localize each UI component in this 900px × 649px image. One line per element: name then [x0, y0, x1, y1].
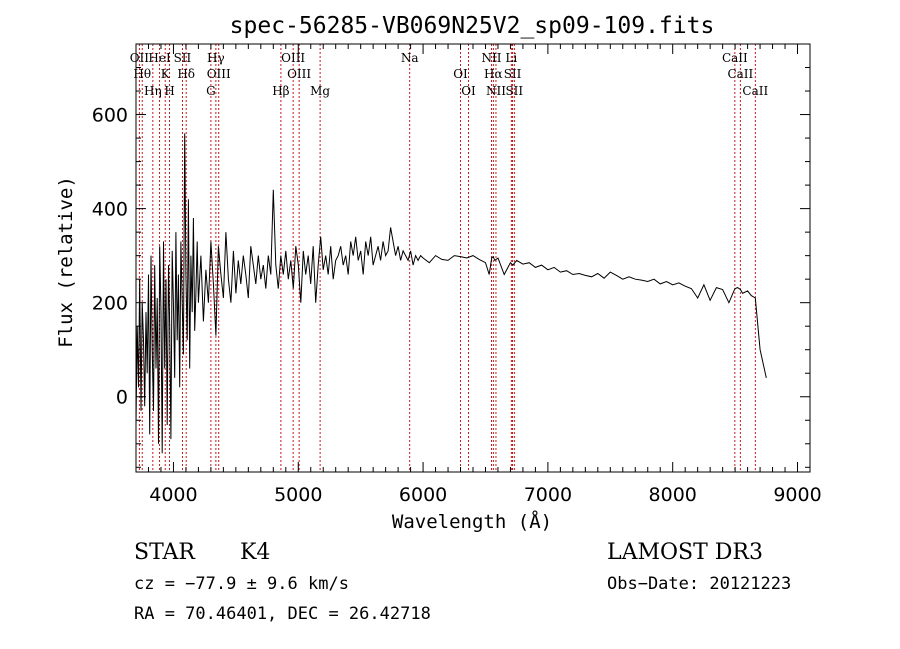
- line-marker-label: K: [161, 67, 171, 81]
- observation-date: Obs−Date: 20121223: [607, 574, 791, 594]
- line-marker-label: Hα: [484, 67, 503, 81]
- x-axis-ticks: 4000 5000 6000 7000 8000 9000: [135, 44, 822, 506]
- y-tick-label: 0: [116, 387, 128, 409]
- line-marker-label: OIII: [287, 67, 311, 81]
- line-marker-label: SII: [174, 51, 192, 65]
- line-marker-label: CaII: [727, 67, 753, 81]
- y-axis-ticks: 0 200 400 600: [92, 43, 810, 468]
- line-marker-label: Hδ: [177, 67, 195, 81]
- line-marker-label: OIII: [281, 51, 305, 65]
- x-tick-label: 8000: [649, 484, 697, 506]
- x-tick-label: 5000: [274, 484, 322, 506]
- line-marker-label: SII: [504, 67, 522, 81]
- y-axis-label: Flux (relative): [55, 176, 77, 348]
- line-marker-label: OIII: [207, 67, 231, 81]
- x-tick-label: 9000: [773, 484, 821, 506]
- x-axis-label: Wavelength (Å): [392, 510, 552, 533]
- x-tick-label: 4000: [149, 484, 197, 506]
- y-tick-label: 400: [92, 199, 128, 221]
- spectral-line-markers: [138, 44, 756, 472]
- line-marker-label: SII: [505, 84, 523, 98]
- object-class: STAR: [134, 540, 196, 565]
- y-tick-label: 200: [92, 293, 128, 315]
- line-marker-label: G: [206, 84, 216, 98]
- line-marker-label: Li: [505, 51, 517, 65]
- line-marker-label: Hη: [144, 84, 162, 98]
- survey-name: LAMOST DR3: [607, 540, 763, 565]
- line-marker-label: H: [164, 84, 174, 98]
- plot-frame: [135, 43, 811, 473]
- chart-title: spec-56285-VB069N25V2_sp09-109.fits: [230, 13, 715, 39]
- line-marker-label: Hβ: [272, 84, 289, 98]
- line-marker-label: CaII: [722, 51, 748, 65]
- spectral-line-labels: OII Hθ Hη HeI KH SII Hδ G Hγ OIII Hβ OIII OIII Mg Na OI…: [130, 51, 769, 98]
- x-tick-label: 6000: [399, 484, 447, 506]
- redshift-velocity: cz = −77.9 ± 9.6 km/s: [134, 574, 349, 594]
- line-marker-label: CaII: [742, 84, 768, 98]
- object-subclass: K4: [240, 540, 270, 565]
- line-marker-label: NII: [486, 84, 506, 98]
- line-marker-label: OII: [130, 51, 150, 65]
- line-marker-label: OI: [461, 84, 476, 98]
- x-tick-label: 7000: [524, 484, 572, 506]
- line-marker-label: Na: [401, 51, 419, 65]
- line-marker-label: NII: [481, 51, 501, 65]
- line-marker-label: Mg: [310, 84, 330, 98]
- spectrum-line: [135, 133, 767, 454]
- y-tick-label: 600: [92, 105, 128, 127]
- line-marker-label: Hθ: [133, 67, 151, 81]
- line-marker-label: Hγ: [207, 51, 225, 65]
- coordinates: RA = 70.46401, DEC = 26.42718: [134, 604, 431, 624]
- line-marker-label: OI: [453, 67, 468, 81]
- line-marker-label: HeI: [148, 51, 171, 65]
